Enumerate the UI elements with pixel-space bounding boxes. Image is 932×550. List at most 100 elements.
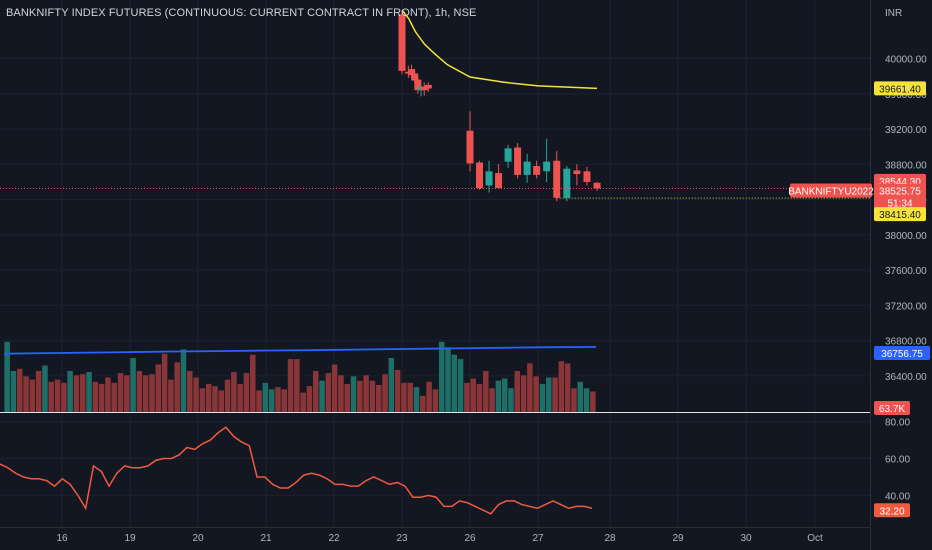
- countdown-label-background: [874, 195, 926, 210]
- x-tick-label: 26: [464, 533, 476, 544]
- volume-bar: [275, 387, 281, 412]
- volume-bar: [590, 391, 596, 412]
- y-tick-label: 60.00: [885, 455, 910, 466]
- candle: [583, 166, 591, 186]
- x-tick-label: 19: [124, 533, 136, 544]
- candle: [485, 160, 493, 193]
- volume-bar: [281, 389, 288, 412]
- volume-bar: [501, 378, 508, 412]
- candle: [466, 111, 474, 172]
- candle-body: [495, 173, 503, 189]
- y-tick-label: 39200.00: [885, 125, 927, 136]
- volume-bar: [212, 386, 218, 412]
- volume-ma-line: [3, 346, 597, 355]
- volume-bar: [73, 375, 80, 412]
- y-tick-label: 36800.00: [885, 337, 927, 348]
- volume-bar: [451, 354, 458, 412]
- x-tick-label: 29: [672, 533, 684, 544]
- volume-bar: [495, 380, 502, 412]
- x-tick-label: 20: [192, 533, 204, 544]
- candle-body: [424, 84, 432, 89]
- volume-bar: [136, 370, 143, 412]
- volume-bar: [149, 374, 155, 412]
- countdown-label-tag: 51:34: [874, 195, 926, 210]
- candle: [573, 164, 581, 186]
- volume-bar: [357, 380, 363, 412]
- volume-bars: [4, 341, 596, 412]
- volume-bar: [319, 380, 325, 412]
- y-tick-label: 40.00: [885, 491, 910, 502]
- volume-bar: [438, 341, 445, 412]
- volume-bar: [533, 376, 539, 412]
- volume-bar: [168, 379, 174, 412]
- volume-bar: [231, 372, 237, 412]
- volume-bar: [432, 389, 439, 412]
- volume-label: 63.7K: [879, 404, 905, 415]
- volume-bar: [520, 375, 527, 412]
- volume-bar: [539, 383, 546, 412]
- candle: [420, 82, 428, 96]
- y-tick-label: 38800.00: [885, 160, 927, 171]
- volume-bar: [193, 377, 199, 412]
- candle: [593, 181, 601, 191]
- candle: [504, 144, 512, 168]
- volume-bar: [420, 395, 426, 412]
- x-tick-label: Oct: [807, 533, 823, 544]
- last-price-label-tag: 38525.75: [874, 183, 926, 198]
- volume-bar: [489, 388, 495, 412]
- volume-bar: [476, 383, 483, 412]
- candle-body: [543, 161, 551, 172]
- countdown-label: 51:34: [887, 198, 912, 209]
- candle: [563, 166, 571, 202]
- last-price-label: 38525.75: [879, 186, 921, 197]
- y-tick-label: 36400.00: [885, 372, 927, 383]
- high-value-label: 38544.30: [879, 177, 921, 188]
- candle-body: [553, 160, 561, 198]
- volume-bar: [142, 375, 149, 412]
- x-tick-label: 27: [532, 533, 544, 544]
- volume-bar: [98, 383, 105, 412]
- volume-bar: [262, 382, 269, 412]
- volume-bar: [48, 381, 54, 412]
- volume-bar: [457, 359, 464, 412]
- volume-bar: [42, 365, 48, 412]
- candle-body: [563, 168, 571, 198]
- volume-bar: [105, 377, 111, 412]
- volume-bar: [187, 370, 193, 412]
- volume-bar: [205, 383, 212, 412]
- volume-bar: [161, 353, 168, 412]
- volume-bar: [363, 375, 369, 412]
- candle-body: [420, 86, 428, 91]
- volume-ma-label-tag: 36756.75: [874, 346, 930, 360]
- volume-bar: [86, 372, 92, 412]
- candle: [514, 143, 522, 179]
- currency-label: INR: [885, 8, 902, 19]
- volume-bar: [407, 382, 413, 412]
- volume-bar: [250, 354, 256, 412]
- volume-ma-label: 36756.75: [881, 349, 923, 360]
- candle-body: [504, 148, 512, 162]
- candle: [495, 164, 503, 189]
- candle: [398, 10, 406, 75]
- volume-bar: [54, 379, 61, 412]
- low-value-label: 38415.40: [879, 210, 921, 221]
- volume-bar: [394, 369, 401, 412]
- volume-bar: [375, 385, 382, 412]
- volume-bar: [224, 379, 231, 412]
- candle: [476, 160, 484, 190]
- x-tick-label: 21: [260, 533, 272, 544]
- volume-bar: [35, 370, 42, 412]
- candles: [398, 10, 601, 202]
- gridlines: [0, 0, 870, 527]
- volume-bar: [79, 374, 86, 412]
- volume-bar: [268, 389, 275, 412]
- candle-body: [533, 166, 541, 175]
- symbol-label: BANKNIFTYU2022: [788, 186, 874, 197]
- volume-bar: [369, 380, 376, 412]
- candle-body: [408, 69, 416, 76]
- volume-bar: [23, 376, 29, 412]
- volume-bar: [199, 388, 206, 412]
- volume-bar: [218, 390, 225, 412]
- volume-bar: [331, 364, 338, 412]
